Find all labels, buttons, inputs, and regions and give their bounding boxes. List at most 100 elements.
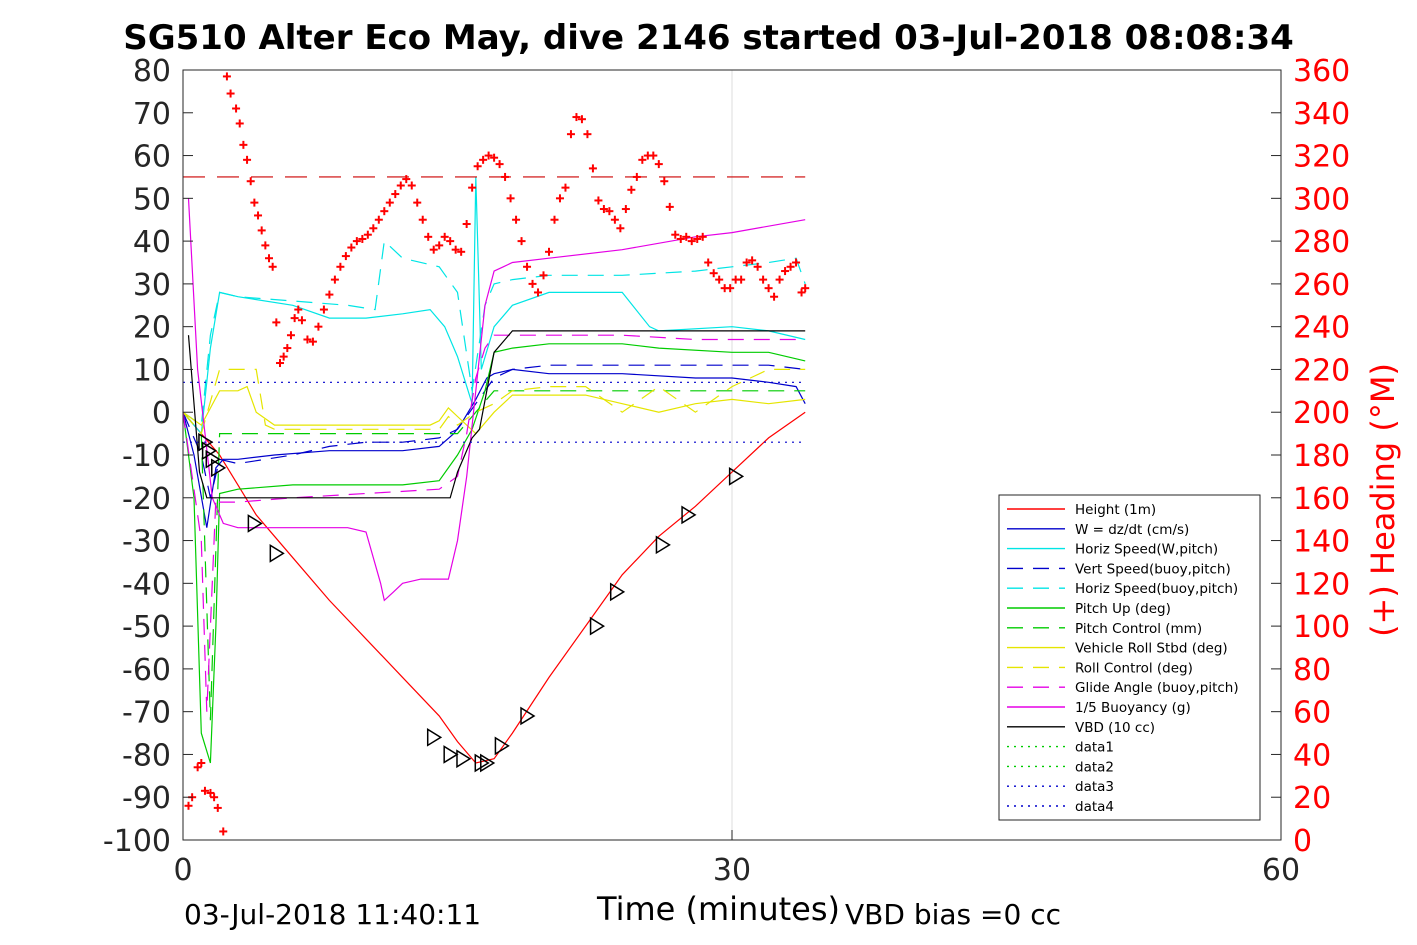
legend-entry-label: Pitch Control (mm)	[1075, 621, 1202, 637]
y-tick-label: -90	[122, 781, 171, 816]
heading-point	[775, 275, 784, 284]
heading-point	[200, 786, 209, 795]
y2-tick-label: 340	[1293, 97, 1350, 132]
heading-point	[341, 252, 350, 261]
heading-point	[693, 234, 702, 243]
heading-point	[424, 232, 433, 241]
y2-tick-label: 120	[1293, 567, 1350, 602]
heading-point	[770, 292, 779, 301]
heading-point	[523, 262, 532, 271]
heading-point	[759, 275, 768, 284]
heading-point	[226, 89, 235, 98]
triangle-marker	[201, 441, 218, 461]
series-line	[182, 390, 806, 721]
heading-point	[709, 269, 718, 278]
heading-point	[303, 335, 312, 344]
heading-point	[413, 198, 422, 207]
legend-entry-label: Horiz Speed(buoy,pitch)	[1075, 581, 1238, 597]
heading-point	[374, 215, 383, 224]
triangle-marker	[247, 514, 263, 533]
heading-point	[801, 284, 810, 293]
triangle-marker	[269, 544, 285, 563]
heading-point	[577, 115, 586, 124]
legend-entry-label: 1/5 Buoyancy (g)	[1075, 700, 1191, 716]
y-tick-label: -80	[122, 738, 171, 773]
heading-point	[336, 262, 345, 271]
series-line	[182, 239, 806, 427]
heading-point	[506, 194, 515, 203]
heading-point	[490, 153, 499, 162]
heading-point	[297, 316, 306, 325]
heading-point	[627, 185, 636, 194]
heading-point	[545, 247, 553, 256]
heading-point	[632, 172, 641, 181]
heading-point	[369, 224, 378, 233]
heading-point	[254, 211, 263, 220]
heading-point	[314, 322, 323, 331]
heading-point	[534, 288, 543, 297]
y-tick-label: -10	[122, 439, 171, 474]
heading-point	[213, 803, 222, 812]
series-line	[182, 334, 806, 712]
heading-point	[206, 788, 215, 797]
heading-point	[676, 234, 685, 243]
triangle-marker	[681, 505, 697, 525]
heading-point	[290, 314, 299, 323]
heading-point	[484, 151, 493, 160]
series-line	[182, 385, 806, 435]
heading-point	[616, 224, 625, 233]
heading-point	[583, 130, 592, 139]
triangle-marker	[480, 753, 496, 773]
legend-entry-label: Horiz Speed(W,pitch)	[1075, 542, 1218, 558]
y-tick-label: 70	[133, 97, 171, 132]
heading-point	[566, 130, 575, 139]
triangle-marker	[520, 706, 536, 726]
y2-tick-label: 40	[1293, 738, 1331, 773]
heading-point	[250, 198, 259, 207]
y2-axis-label: (+) Heading (°M)	[1364, 363, 1402, 637]
legend-entry-label: data3	[1075, 779, 1114, 795]
heading-point	[385, 198, 394, 207]
y2-tick-label: 180	[1293, 439, 1350, 474]
heading-point	[539, 271, 548, 280]
y2-tick-label: 300	[1293, 182, 1350, 217]
series-line	[187, 198, 806, 602]
heading-point	[671, 230, 680, 239]
heading-point	[272, 318, 281, 327]
legend-entry-label: data4	[1075, 799, 1114, 815]
heading-point	[588, 164, 597, 173]
heading-point	[797, 288, 806, 297]
triangle-marker	[456, 749, 472, 769]
y2-tick-label: 320	[1293, 140, 1350, 175]
heading-point	[352, 237, 361, 246]
y2-tick-label: 280	[1293, 225, 1350, 260]
y-tick-label: 20	[133, 311, 171, 346]
heading-point	[517, 237, 526, 246]
heading-point	[193, 763, 202, 772]
y2-tick-label: 260	[1293, 268, 1350, 303]
legend-entry-label: data2	[1075, 759, 1114, 775]
heading-point	[764, 284, 773, 293]
y-tick-label: -40	[122, 567, 171, 602]
heading-point	[232, 104, 241, 113]
heading-point	[457, 247, 466, 256]
heading-point	[638, 155, 647, 164]
y2-tick-label: 20	[1293, 781, 1331, 816]
heading-point	[261, 241, 270, 250]
x-axis-label: Time (minutes)	[597, 890, 840, 928]
heading-point	[435, 241, 444, 250]
heading-point	[257, 226, 266, 235]
series-line	[182, 343, 806, 764]
heading-point	[468, 183, 477, 192]
triangle-marker	[205, 449, 221, 469]
legend-entry-label: Vehicle Roll Stbd (deg)	[1075, 641, 1228, 657]
heading-point	[473, 162, 482, 171]
heading-point	[698, 232, 707, 241]
heading-point	[197, 759, 206, 767]
heading-point	[665, 202, 674, 211]
heading-point	[555, 194, 564, 203]
heading-point	[330, 275, 339, 284]
y-tick-label: -20	[122, 482, 171, 517]
legend-entry-label: Glide Angle (buoy,pitch)	[1075, 680, 1239, 696]
y2-tick-label: 200	[1293, 396, 1350, 431]
